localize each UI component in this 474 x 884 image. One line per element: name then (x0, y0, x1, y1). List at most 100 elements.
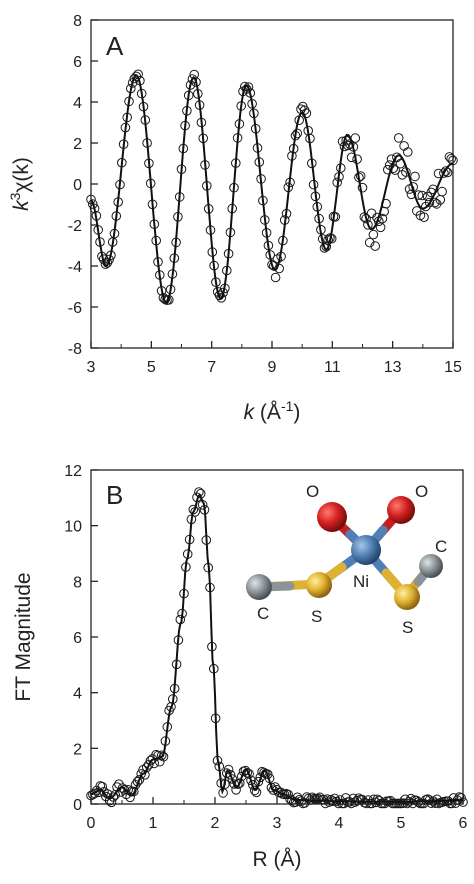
panel-b-data-point (119, 785, 130, 795)
atom-label-c-right: C (435, 537, 447, 556)
panel-a-y-tick-label: 0 (73, 177, 82, 194)
panel-a-data-point (399, 141, 409, 151)
panel-a-chart: A 3 5 7 9 11 13 15 8 6 4 2 0 -2 -4 -6 -8 k (Å-1) k3χ(k… (7, 13, 462, 424)
panel-a-data-point (419, 212, 429, 222)
panel-b-data-point (447, 798, 457, 809)
panel-a-y-tick-label: -4 (68, 259, 82, 276)
panel-b-data-point (248, 780, 258, 790)
panel-b-label: B (106, 480, 123, 510)
panel-b-x-tick-label: 6 (459, 815, 468, 832)
panel-b-data-point (322, 794, 333, 804)
panel-b-data-point (240, 765, 251, 776)
panel-b-data-point (156, 750, 167, 761)
panel-a-data-point (86, 194, 96, 205)
panel-b-y-axis-label: FT Magnitude (12, 572, 35, 701)
panel-b-data-point (246, 775, 256, 786)
panel-a-y-tick-label: 4 (73, 95, 82, 112)
panel-a-data-point (187, 74, 198, 84)
atom-label-c-left: C (257, 604, 269, 623)
panel-a-x-tick-label: 11 (324, 359, 341, 376)
panel-b-x-tick-label: 1 (149, 815, 158, 832)
panel-b-data-point (432, 794, 442, 805)
panel-b-y-tick-label: 8 (73, 574, 82, 591)
atom-label-s-right: S (402, 618, 413, 637)
panel-b-x-axis-label: R (Å) (253, 848, 302, 871)
panel-b-y-tick-label: 10 (64, 519, 82, 536)
panel-a-y-tick-label: -2 (68, 218, 82, 235)
atom-carbon-left (246, 574, 272, 600)
panel-b-data-point (456, 793, 466, 803)
panel-a-data-point (321, 241, 332, 252)
panel-b-data-point (424, 795, 435, 805)
panel-a-data-point (366, 208, 377, 219)
panel-a-data-point (330, 212, 341, 222)
panel-a-x-tick-label: 15 (444, 359, 462, 376)
panel-b-data-points (86, 487, 468, 809)
panel-b-fit-line (90, 494, 464, 803)
panel-a-data-point (441, 166, 451, 176)
panel-b-data-point (166, 702, 176, 712)
atom-nickel (351, 535, 381, 565)
panel-a-x-tick-label: 5 (147, 359, 156, 376)
panel-a-x-tick-label: 9 (268, 359, 277, 376)
panel-a-x-tick-label: 13 (384, 359, 402, 376)
panel-b-data-point (110, 790, 120, 800)
panel-a-data-point (270, 272, 281, 283)
panel-a-data-points (86, 69, 458, 306)
panel-a-data-point (393, 133, 404, 143)
atom-label-o-left: O (306, 482, 319, 501)
panel-a-y-tick-label: 8 (73, 13, 82, 30)
panel-b-data-point (268, 785, 279, 795)
panel-a-data-point (424, 197, 435, 208)
panel-a-y-tick-label: -8 (68, 341, 82, 358)
panel-a-data-point (439, 168, 449, 178)
panel-a-y-tick-label: 2 (73, 136, 82, 153)
panel-b-y-axis: 12 10 8 6 4 2 0 (64, 463, 98, 814)
panel-b-data-point (134, 775, 145, 785)
panel-b-data-point (108, 792, 119, 802)
panel-a-y-axis: 8 6 4 2 0 -2 -4 -6 -8 (68, 13, 98, 358)
panel-b-data-point (249, 785, 260, 796)
molecule-inset: O O Ni S S C C (246, 482, 447, 637)
panel-a-data-point (403, 147, 413, 157)
panel-a-data-point (88, 199, 98, 209)
panel-a-data-point (364, 237, 375, 248)
panel-b-data-point (223, 764, 234, 775)
panel-b-data-point (104, 795, 115, 806)
panel-a-x-axis: 3 5 7 9 11 13 15 (87, 341, 462, 376)
panel-b-data-point (235, 778, 245, 788)
panel-a-x-axis-label: k (Å-1) (244, 398, 301, 424)
panel-b-data-point (129, 786, 139, 797)
panel-a-plot-frame (90, 19, 454, 349)
panel-b-data-point (266, 782, 277, 793)
atom-carbon-right (419, 554, 443, 578)
panel-b-x-tick-label: 0 (87, 815, 96, 832)
panel-b-data-point (227, 774, 238, 784)
panel-a-y-tick-label: 6 (73, 54, 82, 71)
panel-a-data-point (368, 229, 379, 240)
panel-a-fit-line (90, 74, 454, 304)
panel-b-x-tick-label: 3 (273, 815, 282, 832)
panel-b-y-tick-label: 4 (73, 686, 82, 703)
panel-a-data-point (355, 171, 366, 181)
panel-a-data-point (410, 171, 420, 182)
panel-b-data-point (454, 792, 465, 802)
atom-sulfur-left (306, 572, 332, 598)
panel-b-data-point (458, 797, 468, 807)
panel-a-label: A (106, 31, 124, 61)
panel-a-y-axis-label: k3χ(k) (7, 157, 33, 211)
panel-b-y-tick-label: 12 (64, 463, 82, 480)
atom-label-s-left: S (311, 607, 322, 626)
panel-a-data-point (345, 139, 355, 149)
panel-a-data-point (323, 235, 333, 245)
panel-a-data-point (384, 160, 395, 170)
panel-a-data-point (375, 222, 386, 233)
atom-oxygen-left (317, 502, 347, 532)
panel-a-data-point (383, 164, 393, 175)
panel-a-data-point (417, 190, 428, 201)
atom-oxygen-right (387, 496, 415, 524)
atom-label-ni: Ni (353, 572, 369, 591)
panel-b-x-tick-label: 2 (211, 815, 220, 832)
panel-a-data-point (363, 220, 373, 230)
